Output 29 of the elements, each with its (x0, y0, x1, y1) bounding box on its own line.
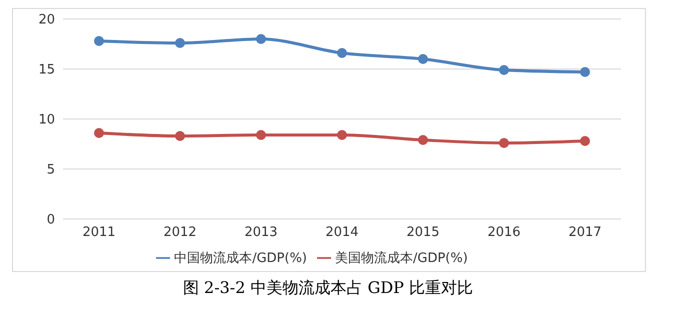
y-tick-label: 20 (38, 12, 55, 28)
point (418, 54, 428, 64)
point (94, 128, 104, 138)
x-tick-label: 2011 (82, 225, 116, 240)
y-tick-label: 5 (46, 162, 55, 178)
point (499, 138, 509, 148)
point (256, 130, 266, 140)
y-tick-label: 10 (38, 112, 55, 128)
y-tick-label: 0 (46, 212, 55, 228)
x-tick-label: 2016 (487, 225, 521, 240)
point (175, 38, 185, 48)
legend-label: 美国物流成本/GDP(%) (335, 251, 468, 266)
point (256, 34, 266, 44)
point (337, 130, 347, 140)
point (94, 36, 104, 46)
x-tick-label: 2015 (406, 225, 440, 240)
legend-label: 中国物流成本/GDP(%) (174, 251, 307, 266)
point (418, 135, 428, 145)
y-tick-label: 15 (38, 62, 55, 78)
point (337, 48, 347, 58)
point (580, 67, 590, 77)
caption: 图 2-3-2 中美物流成本占 GDP 比重对比 (182, 278, 474, 299)
x-tick-label: 2013 (244, 225, 278, 240)
x-tick-label: 2012 (163, 225, 197, 240)
point (175, 131, 185, 141)
x-tick-label: 2017 (568, 225, 602, 240)
x-tick-label: 2014 (325, 225, 359, 240)
point (499, 65, 509, 75)
point (580, 136, 590, 146)
